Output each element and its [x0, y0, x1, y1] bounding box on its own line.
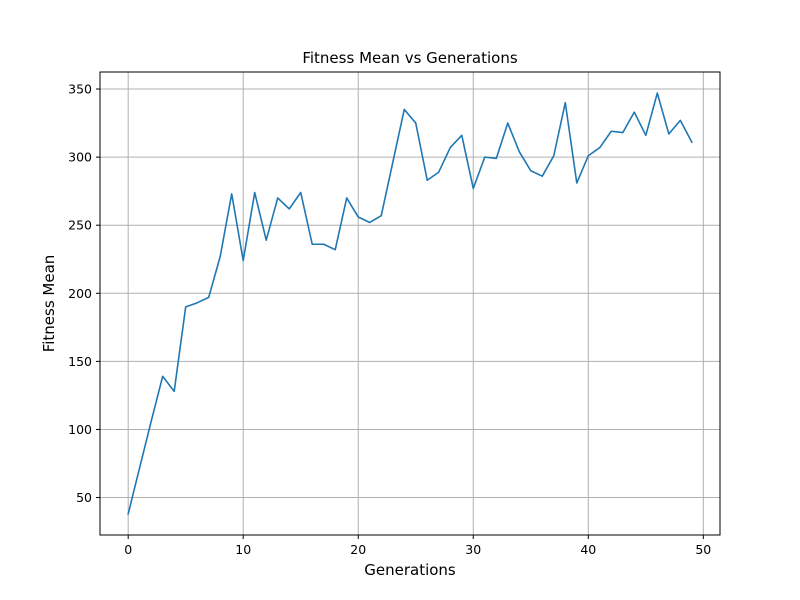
x-axis-label: Generations — [364, 561, 456, 579]
y-axis-ticks: 50 100 150 200 250 300 350 — [68, 82, 100, 505]
x-tick-label: 50 — [695, 542, 711, 557]
y-tick-label: 50 — [76, 490, 92, 505]
y-tick-label: 200 — [68, 286, 92, 301]
plot-area-frame — [99, 71, 721, 536]
y-tick-label: 150 — [68, 354, 92, 369]
x-tick-label: 40 — [580, 542, 596, 557]
x-tick-label: 20 — [350, 542, 366, 557]
series-line-0 — [127, 92, 693, 515]
y-tick-label: 250 — [68, 218, 92, 233]
gridlines — [100, 72, 720, 535]
y-tick-label: 300 — [68, 150, 92, 165]
y-tick-label: 350 — [68, 82, 92, 97]
series-layer — [127, 92, 693, 515]
x-tick-label: 0 — [124, 542, 132, 557]
y-tick-label: 100 — [68, 422, 92, 437]
x-tick-label: 30 — [465, 542, 481, 557]
y-axis-label: Fitness Mean — [40, 255, 58, 353]
chart-title: Fitness Mean vs Generations — [302, 49, 517, 67]
x-axis-ticks: 0 10 20 30 40 50 — [124, 535, 711, 557]
x-tick-label: 10 — [235, 542, 251, 557]
